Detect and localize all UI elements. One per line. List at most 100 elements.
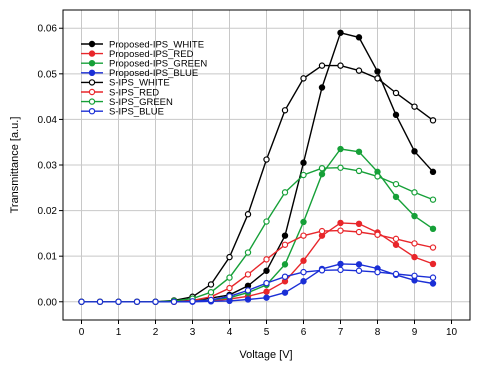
series-layer — [78, 29, 437, 305]
x-tick-label: 8 — [375, 327, 381, 338]
y-tick-label: 0.01 — [38, 252, 58, 263]
legend-label: S-IPS_GREEN — [109, 97, 173, 108]
data-point-s-ips-green — [392, 180, 400, 188]
data-point-s-ips-blue — [392, 270, 400, 278]
data-point-proposed-ips-white — [411, 148, 418, 155]
x-tick-label: 1 — [116, 327, 122, 338]
data-point-s-ips-blue — [78, 298, 85, 305]
legend-marker — [88, 79, 96, 86]
data-point-s-ips-blue — [152, 298, 159, 305]
data-point-s-ips-blue — [318, 267, 326, 274]
data-point-s-ips-blue — [429, 274, 437, 281]
x-tick-label: 5 — [264, 327, 270, 338]
y-tick-label: 0.06 — [38, 24, 58, 35]
data-point-s-ips-blue — [226, 293, 233, 300]
data-point-s-ips-white — [374, 75, 381, 82]
data-point-s-ips-white — [207, 281, 215, 288]
y-tick-label: 0.03 — [38, 161, 58, 172]
data-point-s-ips-blue — [411, 272, 418, 279]
data-point-proposed-ips-blue — [281, 289, 289, 296]
legend-marker — [88, 69, 96, 77]
data-point-s-ips-white — [244, 211, 252, 218]
data-point-s-ips-blue — [300, 268, 307, 276]
legend-marker — [88, 50, 96, 57]
data-point-s-ips-white — [411, 103, 418, 110]
data-point-s-ips-blue — [189, 298, 196, 305]
data-point-s-ips-blue — [96, 298, 104, 305]
legend-item-s-ips-blue: S-IPS_BLUE — [81, 107, 164, 118]
data-point-proposed-ips-white — [263, 267, 270, 274]
data-point-s-ips-white — [429, 117, 437, 124]
data-point-s-ips-blue — [244, 287, 252, 294]
x-tick-label: 4 — [227, 327, 233, 338]
data-point-proposed-ips-red — [392, 241, 400, 248]
legend-marker — [88, 88, 96, 96]
data-point-s-ips-blue — [374, 268, 381, 276]
legend-item-proposed-ips-green: Proposed-IPS_GREEN — [81, 59, 207, 70]
y-axis-label: Transmittance [a.u.] — [9, 117, 21, 214]
data-point-s-ips-green — [281, 189, 289, 196]
data-point-s-ips-blue — [170, 298, 178, 305]
data-point-proposed-ips-blue — [429, 280, 437, 287]
series-line-s-ips-red — [81, 229, 434, 303]
data-point-s-ips-green — [355, 167, 363, 175]
series-proposed-ips-green — [78, 145, 437, 305]
data-point-s-ips-red — [263, 256, 270, 263]
data-point-proposed-ips-blue — [337, 260, 344, 268]
data-point-s-ips-blue — [281, 273, 289, 280]
data-point-s-ips-red — [374, 231, 381, 238]
axes: 0 1 2 3 4 5 6 7 8 9 10 0.00 0.01 0.02 0.03 0.04 0.05 0.06 — [38, 24, 458, 338]
data-point-proposed-ips-red — [411, 253, 418, 261]
x-axis-label: Voltage [V] — [239, 349, 292, 361]
data-point-s-ips-red — [337, 227, 344, 234]
data-point-s-ips-red — [429, 244, 437, 251]
data-point-proposed-ips-green — [429, 225, 437, 233]
data-point-s-ips-green — [300, 171, 307, 179]
data-point-s-ips-green — [207, 288, 215, 296]
data-point-s-ips-blue — [115, 298, 122, 305]
data-point-s-ips-blue — [263, 279, 270, 287]
x-tick-label: 10 — [446, 327, 458, 338]
y-tick-label: 0.05 — [38, 69, 58, 80]
legend-item-proposed-ips-white: Proposed-IPS_WHITE — [81, 39, 204, 50]
data-point-s-ips-white — [337, 62, 344, 69]
data-point-s-ips-green — [263, 218, 270, 225]
data-point-proposed-ips-blue — [244, 296, 252, 303]
y-tick-label: 0.04 — [38, 115, 58, 126]
data-point-s-ips-green — [411, 189, 418, 196]
data-point-s-ips-white — [300, 75, 307, 82]
data-point-proposed-ips-blue — [263, 294, 270, 301]
data-point-s-ips-green — [337, 164, 344, 171]
data-point-proposed-ips-green — [281, 261, 289, 268]
series-s-ips-red — [78, 227, 437, 305]
legend-label: Proposed-IPS_WHITE — [109, 39, 204, 50]
data-point-proposed-ips-white — [429, 168, 437, 176]
data-point-proposed-ips-blue — [300, 278, 307, 285]
data-point-s-ips-blue — [207, 296, 215, 304]
legend-marker — [88, 60, 96, 67]
legend-item-proposed-ips-blue: Proposed-IPS_BLUE — [81, 68, 198, 79]
data-point-s-ips-white — [263, 156, 270, 163]
data-point-s-ips-red — [318, 227, 326, 235]
legend-marker — [88, 98, 96, 105]
data-point-s-ips-blue — [355, 267, 363, 274]
legend-label: S-IPS_BLUE — [109, 107, 164, 118]
legend-item-s-ips-green: S-IPS_GREEN — [81, 97, 173, 108]
data-point-proposed-ips-white — [355, 34, 363, 41]
data-point-proposed-ips-green — [355, 148, 363, 155]
legend-label: S-IPS_WHITE — [109, 78, 170, 89]
legend-label: Proposed-IPS_RED — [109, 49, 194, 60]
series-s-ips-blue — [78, 266, 437, 305]
legend-item-s-ips-red: S-IPS_RED — [81, 87, 159, 98]
series-line-s-ips-blue — [81, 269, 434, 303]
data-point-proposed-ips-red — [429, 260, 437, 268]
data-point-s-ips-red — [411, 240, 418, 247]
data-point-s-ips-red — [226, 284, 233, 292]
legend-marker — [88, 40, 96, 48]
legend-item-proposed-ips-red: Proposed-IPS_RED — [81, 49, 194, 60]
y-tick-label: 0.02 — [38, 206, 58, 217]
data-point-s-ips-green — [318, 164, 326, 172]
data-point-proposed-ips-green — [392, 193, 400, 201]
data-point-s-ips-blue — [133, 298, 141, 305]
